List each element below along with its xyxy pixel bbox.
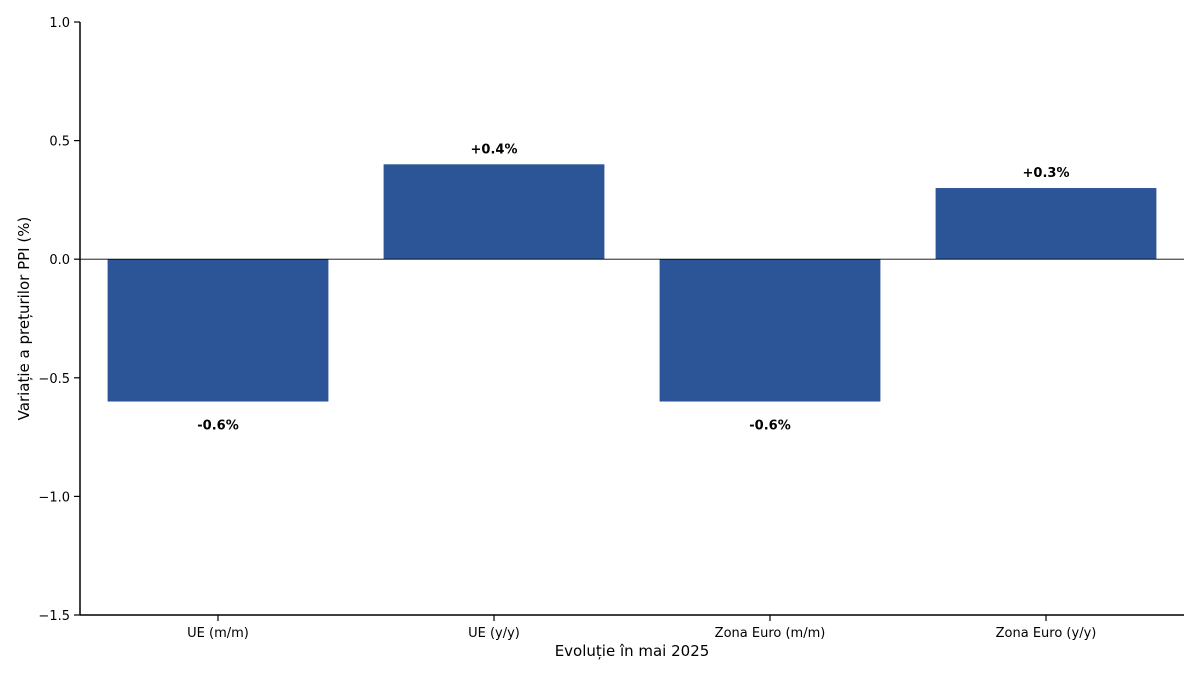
bar-data-label: +0.4%	[471, 142, 518, 157]
data-labels: -0.6% +0.4% -0.6% +0.3%	[197, 142, 1069, 433]
x-tick-label: UE (m/m)	[187, 626, 249, 641]
x-tick-label: Zona Euro (m/m)	[715, 626, 826, 641]
bar	[659, 259, 881, 402]
y-tick-label: 0.0	[49, 253, 70, 268]
y-axis-title: Variație a prețurilor PPI (%)	[15, 217, 33, 421]
y-tick-label: 1.0	[49, 16, 70, 31]
y-tick-label: 0.5	[49, 135, 70, 150]
bar	[383, 164, 605, 260]
bars-group	[107, 164, 1157, 402]
x-tick-label: UE (y/y)	[468, 626, 520, 641]
y-tick-label: −1.0	[38, 490, 70, 505]
bar-data-label: -0.6%	[197, 419, 238, 434]
bar-data-label: -0.6%	[749, 419, 790, 434]
bar	[935, 188, 1157, 260]
x-tick-label: Zona Euro (y/y)	[996, 626, 1097, 641]
bar	[107, 259, 329, 402]
x-ticks: UE (m/m) UE (y/y) Zona Euro (m/m) Zona Euro…	[187, 615, 1096, 641]
bar-data-label: +0.3%	[1023, 166, 1070, 181]
x-axis-title: Evoluție în mai 2025	[555, 642, 710, 660]
y-tick-label: −0.5	[38, 372, 70, 387]
y-tick-label: −1.5	[38, 609, 70, 624]
y-ticks: 1.0 0.5 0.0 −0.5 −1.0 −1.5	[38, 16, 80, 624]
